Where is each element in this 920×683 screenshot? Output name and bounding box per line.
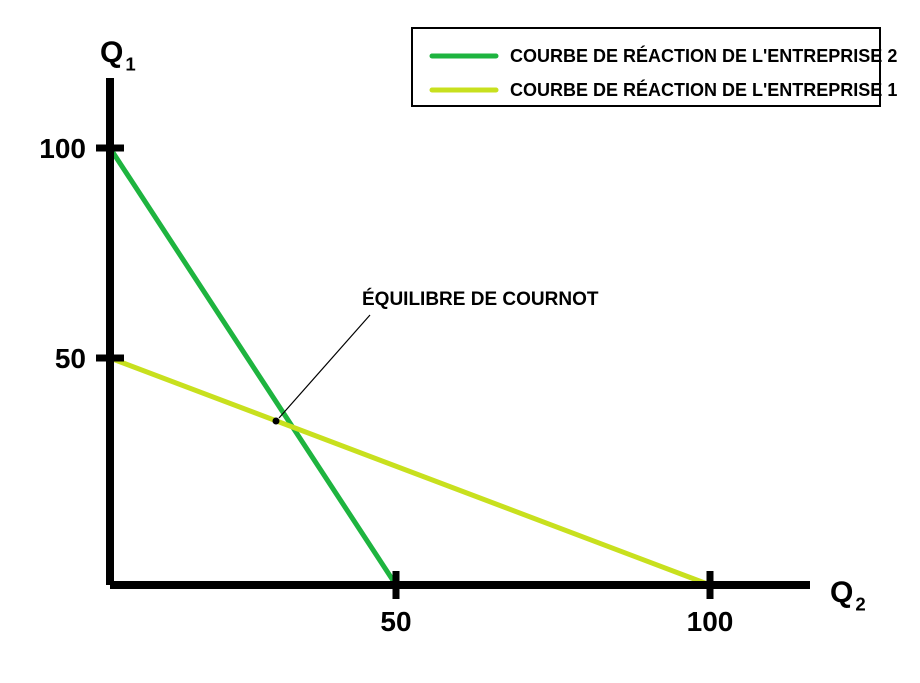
legend-label: COURBE DE RÉACTION DE L'ENTREPRISE 2 [510, 45, 897, 66]
x-axis-title: Q2 [830, 576, 866, 614]
equilibrium-label: ÉQUILIBRE DE COURNOT [362, 288, 599, 310]
y-tick-label: 50 [55, 343, 86, 374]
y-tick-label: 100 [39, 133, 86, 164]
x-tick-label: 100 [687, 606, 734, 637]
x-tick-label: 50 [380, 606, 411, 637]
reaction-firm-2 [110, 148, 396, 585]
equilibrium-point [273, 418, 280, 425]
annotation-leader [279, 315, 370, 418]
y-axis-title: Q1 [100, 36, 136, 74]
reaction-firm-1 [110, 358, 710, 585]
legend-label: COURBE DE RÉACTION DE L'ENTREPRISE 1 [510, 79, 897, 100]
